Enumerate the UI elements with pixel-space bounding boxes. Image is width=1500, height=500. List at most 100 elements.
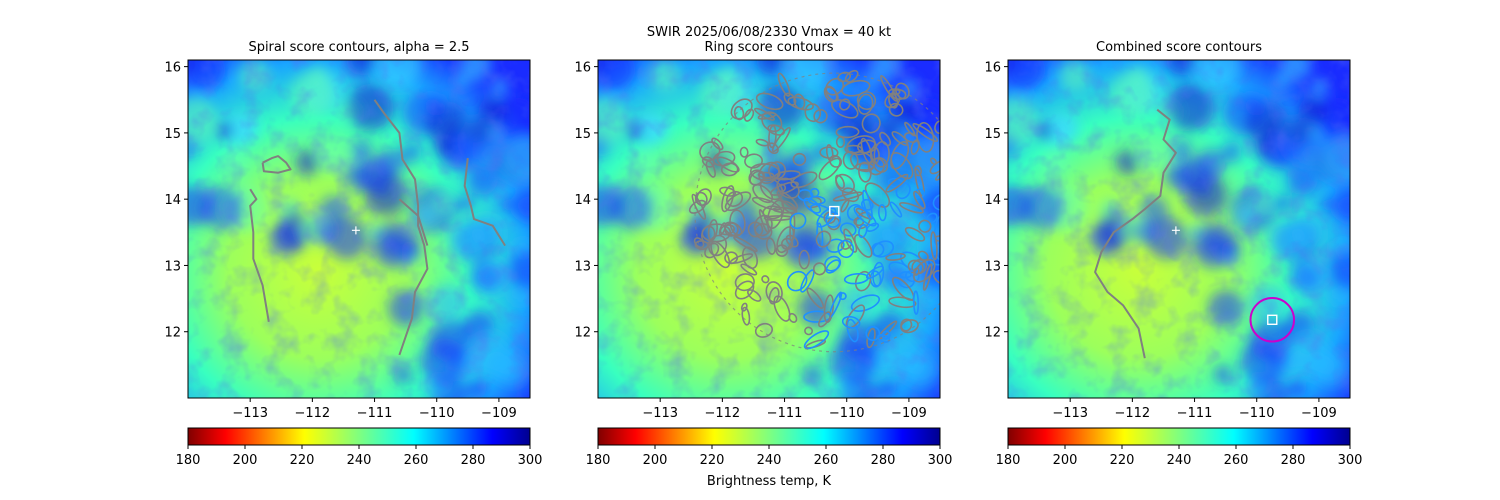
contour-loop [826,238,845,253]
first-guess-plus-marker [351,226,360,235]
contour-loop [773,295,791,322]
contour-loop [857,93,874,115]
colorbar-tick-label: 260 [814,453,839,468]
colorbar-tick-label: 200 [233,453,258,468]
suptitle: SWIR 2025/06/08/2330 Vmax = 40 kt [647,25,891,40]
contour-loop [772,206,797,214]
contour-loop [922,263,933,291]
x-tick-label: −112 [295,406,331,421]
contour-loop [872,261,885,287]
ring-boundary [694,72,940,353]
contour-loop [818,157,841,181]
panel-1: Spiral score contours, alpha = 2.5 −113 −1… [164,40,543,468]
contour-loop [816,207,837,228]
contour-loop [885,252,906,261]
axes-frame [187,59,531,399]
contour-loop [913,259,936,283]
contour-loop [743,108,755,122]
contour-loop [781,237,794,250]
contour-loop [775,244,789,257]
contour-loop [873,140,890,168]
panel-title: Combined score contours [1096,40,1262,55]
y-tick-label: 15 [574,127,591,142]
contour-loop [701,223,732,243]
contour-loop [788,312,798,323]
contour-loop [835,125,860,139]
contour-loop [914,165,922,177]
colorbar-label: Brightness temp, K [707,474,832,489]
y-tick-label: 13 [164,259,181,274]
contour-loop [932,193,940,211]
axes-frame [597,59,941,399]
heatmap [1008,60,1350,398]
contour-loop [817,311,832,328]
contour-loop [705,160,716,178]
contour-loop [832,191,863,202]
contour-loop [918,219,932,233]
x-tick-label: −111 [767,406,803,421]
x-tick-label: −112 [705,406,741,421]
contour-loop [939,191,960,209]
contour-loop [721,185,735,213]
y-tick-label: 16 [984,61,1001,76]
contour-loop [774,170,801,181]
colorbar [187,427,531,446]
colorbar-tick-label: 300 [518,453,543,468]
colorbar [1007,427,1351,446]
contour-loop [858,161,872,183]
y-tick-label: 16 [164,61,181,76]
contour-loop [812,262,827,276]
contour-loop [754,223,773,240]
panel-title: Ring score contours [704,40,833,55]
contour-loop [841,79,871,97]
contour-loop [724,191,752,212]
contour-loop [815,230,832,248]
center-box-marker [829,205,840,217]
contour-loop [841,315,861,329]
contour-loop [741,306,751,326]
y-tick-label: 13 [574,259,591,274]
x-tick-label: −109 [1301,406,1337,421]
axes-frame [1007,59,1351,399]
contour-loop [777,72,791,97]
contour-loop [825,211,842,228]
contour-loop [846,318,859,343]
contour-loop [835,136,846,148]
contour-loop [733,236,758,253]
contour-loop [754,322,774,338]
contour-loop [776,190,799,210]
contour-loop [729,253,754,265]
contour-loop [907,259,924,275]
contour-loop [694,240,709,251]
contour-loop [943,263,958,286]
contour-loop [914,188,925,199]
contour-loop [881,330,891,340]
contour-loop [917,250,929,261]
x-tick-label: −113 [232,406,268,421]
score-contour [1094,108,1177,359]
contour-loop [894,82,910,100]
contour-loop [786,270,808,292]
y-tick-label: 14 [984,193,1001,208]
contour-loop [716,156,740,173]
contour-loop [804,103,822,123]
contour-loop [768,287,780,305]
contour-loop [819,146,839,159]
colorbar-tick-label: 240 [1167,453,1192,468]
contour-loop [767,142,779,155]
colorbar [597,427,941,446]
x-tick-label: −113 [1052,406,1088,421]
contour-loop [798,249,810,270]
colorbar-tick-label: 220 [700,453,725,468]
contour-loop [961,196,984,215]
contour-loop [831,99,859,119]
contour-loop [945,139,966,161]
contour-loop [843,272,869,285]
contour-loop [729,209,746,236]
contour-loop [733,105,745,121]
contour-loop [803,197,822,214]
y-tick-label: 15 [984,127,1001,142]
contour-loop [739,146,749,158]
x-tick-label: −113 [642,406,678,421]
contour-loop [860,137,873,165]
